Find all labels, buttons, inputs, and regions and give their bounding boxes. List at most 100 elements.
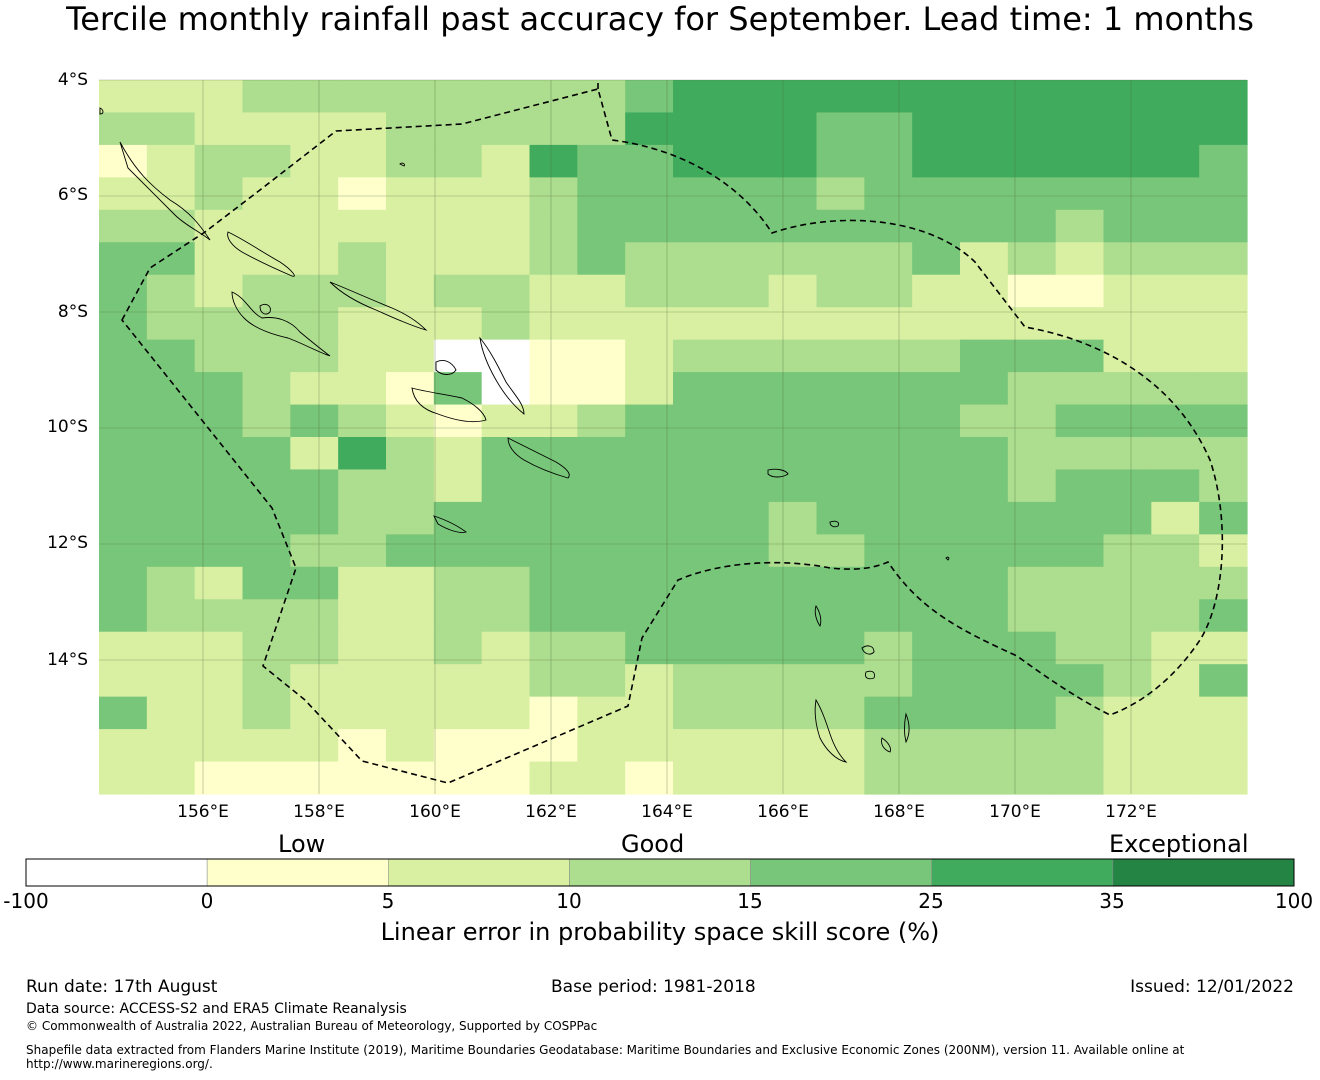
skill-cell [529,664,578,698]
skill-cell [1199,437,1248,471]
colorbar-tick-10: 10 [556,889,582,913]
skill-cell [433,599,483,633]
skill-cell [481,729,531,763]
skill-cell [338,242,387,276]
skill-cell [1151,631,1200,665]
skill-cell [960,566,1009,600]
skill-cell [1007,307,1057,341]
skill-cell [720,177,770,211]
skill-cell [1103,534,1152,568]
skill-cell [1007,404,1057,438]
colorbar-segment [750,858,932,887]
skill-cell [242,404,291,438]
skill-cell [481,242,531,276]
skill-cell [816,242,865,276]
skill-cell [146,534,196,568]
skill-cell [99,729,148,763]
skill-cell [481,307,531,341]
skill-cell [960,469,1009,503]
skill-cell [625,437,674,471]
skill-cell [290,339,339,373]
skill-cell [625,307,674,341]
malaita-outline [479,336,525,415]
skill-cell [338,664,387,698]
buka-outline [99,107,104,115]
skill-cell [386,534,435,568]
skill-cell [1055,209,1105,243]
skill-cell [960,761,1009,795]
longitude-label-158e: 158°E [293,802,345,822]
skill-cell [1007,144,1057,178]
skill-cell [864,469,913,503]
skill-cell [146,437,196,471]
skill-cell [99,469,148,503]
skill-cell [912,501,961,535]
skill-cell [673,274,722,308]
skill-cell [433,339,483,373]
skill-cell [1151,307,1200,341]
latitude-label-14s: 14°S [47,650,88,670]
skill-cell [577,144,626,178]
skill-cell [768,566,818,600]
skill-cell [1055,437,1105,471]
skill-cell [338,177,387,211]
skill-cell [816,404,865,438]
skill-cell [720,274,770,308]
skill-cell [386,80,435,114]
skill-cell [1151,437,1200,471]
skill-cell [816,209,865,243]
skill-cell [1151,372,1200,406]
skill-cell [673,437,722,471]
skill-cell [1055,664,1105,698]
skill-cell [529,599,578,633]
skill-cell [146,631,196,665]
skill-cell [1151,534,1200,568]
skill-cell [625,80,674,114]
skill-cell [816,761,865,795]
skill-cell [673,112,722,146]
skill-cell [529,80,578,114]
longitude-label-168e: 168°E [873,802,925,822]
skill-cell [1103,761,1152,795]
latitude-label-6s: 6°S [57,185,88,205]
skill-cell [433,372,483,406]
skill-cell [673,177,722,211]
skill-cell [481,469,531,503]
shapefile-credit-line1: Shapefile data extracted from Flanders M… [26,1043,1185,1057]
skill-cell [1007,112,1057,146]
skill-cell [864,144,913,178]
skill-cell [864,307,913,341]
skill-cell [577,469,626,503]
banks-islands-outline [861,645,875,655]
new-georgia-outline [231,291,331,357]
skill-cell [1199,729,1248,763]
skill-cell [99,404,148,438]
skill-cell [1007,664,1057,698]
skill-cell [1055,339,1105,373]
skill-cell [864,339,913,373]
skill-cell [386,274,435,308]
skill-cell [99,631,148,665]
skill-cell [529,307,578,341]
skill-cell [625,144,674,178]
skill-cell [242,437,291,471]
skill-cell [529,372,578,406]
skill-cell [338,339,387,373]
skill-cell [673,696,722,730]
skill-cell [1007,566,1057,600]
skill-cell [1007,696,1057,730]
skill-cell [386,631,435,665]
skill-cell [816,631,865,665]
skill-cell [912,404,961,438]
rendova-outline [259,303,271,315]
skill-cell [1199,534,1248,568]
skill-cell [1007,177,1057,211]
skill-cell [960,144,1009,178]
longitude-label-170e: 170°E [989,802,1041,822]
skill-cell [529,437,578,471]
skill-cell [146,566,196,600]
colorbar-label: Linear error in probability space skill … [380,918,940,946]
colorbar-tick-0: 0 [200,889,214,913]
skill-cell [242,664,291,698]
skill-cell [338,696,387,730]
